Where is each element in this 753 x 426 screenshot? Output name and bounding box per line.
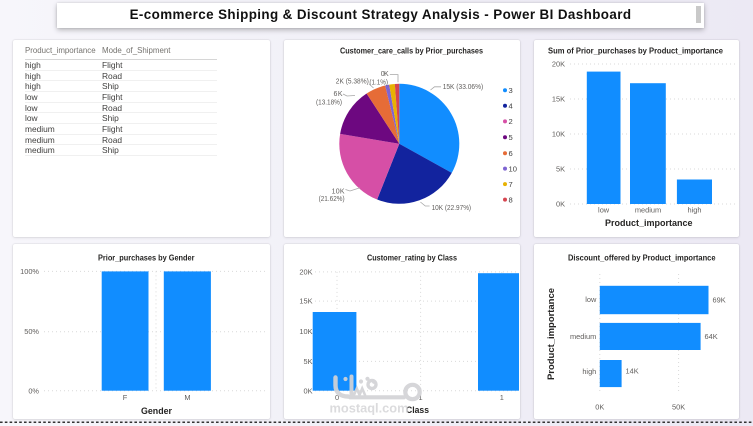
svg-text:0K: 0K: [556, 200, 565, 209]
svg-text:0: 0: [335, 393, 339, 402]
svg-text:10: 10: [509, 164, 517, 173]
svg-text:15K: 15K: [552, 95, 565, 104]
svg-text:5K: 5K: [556, 165, 565, 174]
svg-text:20K: 20K: [552, 60, 565, 69]
svg-text:high: high: [688, 206, 702, 215]
svg-text:Product_importance: Product_importance: [546, 288, 556, 380]
svg-text:Discount_offered by Product_im: Discount_offered by Product_importance: [568, 253, 716, 263]
svg-text:Customer_care_calls by Prior_p: Customer_care_calls by Prior_purchases: [340, 46, 483, 56]
svg-text:4: 4: [509, 102, 513, 111]
svg-text:high: high: [582, 367, 596, 376]
svg-text:(21.62%): (21.62%): [319, 196, 345, 203]
svg-text:50K: 50K: [672, 403, 685, 412]
svg-text:3: 3: [509, 86, 513, 95]
svg-text:0K: 0K: [303, 387, 312, 396]
svg-text:15K: 15K: [299, 297, 312, 306]
svg-text:2K (5.38%): 2K (5.38%): [336, 79, 369, 86]
svg-text:Class: Class: [406, 405, 429, 415]
svg-text:10K (22.97%): 10K (22.97%): [432, 205, 472, 212]
svg-text:64K: 64K: [705, 332, 718, 341]
svg-text:7: 7: [509, 180, 513, 189]
svg-text:20K: 20K: [299, 268, 312, 277]
svg-text:0K: 0K: [595, 403, 604, 412]
svg-text:6: 6: [509, 149, 513, 158]
svg-text:2: 2: [509, 117, 513, 126]
svg-text:Prior_purchases by Gender: Prior_purchases by Gender: [98, 253, 195, 263]
svg-text:50%: 50%: [24, 327, 39, 336]
svg-text:mostaql.com: mostaql.com: [330, 401, 409, 416]
svg-text:low: low: [585, 295, 597, 304]
svg-text:1: 1: [500, 393, 504, 402]
svg-text:Gender: Gender: [141, 406, 172, 416]
svg-text:14K: 14K: [626, 367, 639, 376]
svg-text:Customer_rating by Class: Customer_rating by Class: [367, 253, 457, 263]
svg-text:1: 1: [419, 393, 423, 402]
svg-text:5K: 5K: [303, 357, 312, 366]
svg-text:F: F: [123, 393, 128, 402]
svg-text:medium: medium: [635, 206, 661, 215]
svg-text:8: 8: [509, 195, 513, 204]
svg-text:Product_importance: Product_importance: [605, 218, 693, 228]
svg-text:(1.1%): (1.1%): [369, 80, 388, 87]
svg-text:10K: 10K: [552, 130, 565, 139]
svg-text:0K: 0K: [381, 71, 389, 78]
svg-text:15K (33.06%): 15K (33.06%): [443, 84, 484, 91]
svg-text:6K: 6K: [334, 91, 343, 98]
svg-text:5: 5: [509, 133, 513, 142]
svg-text:10K: 10K: [299, 327, 312, 336]
svg-text:Sum of Prior_purchases by Prod: Sum of Prior_purchases by Product_import…: [548, 46, 723, 56]
svg-text:69K: 69K: [713, 296, 726, 305]
svg-text:10K: 10K: [332, 189, 345, 196]
svg-text:(13.18%): (13.18%): [316, 100, 342, 107]
svg-text:medium: medium: [570, 332, 596, 341]
svg-text:0%: 0%: [28, 387, 39, 396]
svg-text:M: M: [184, 393, 190, 402]
svg-text:100%: 100%: [20, 267, 39, 276]
svg-text:low: low: [598, 206, 610, 215]
